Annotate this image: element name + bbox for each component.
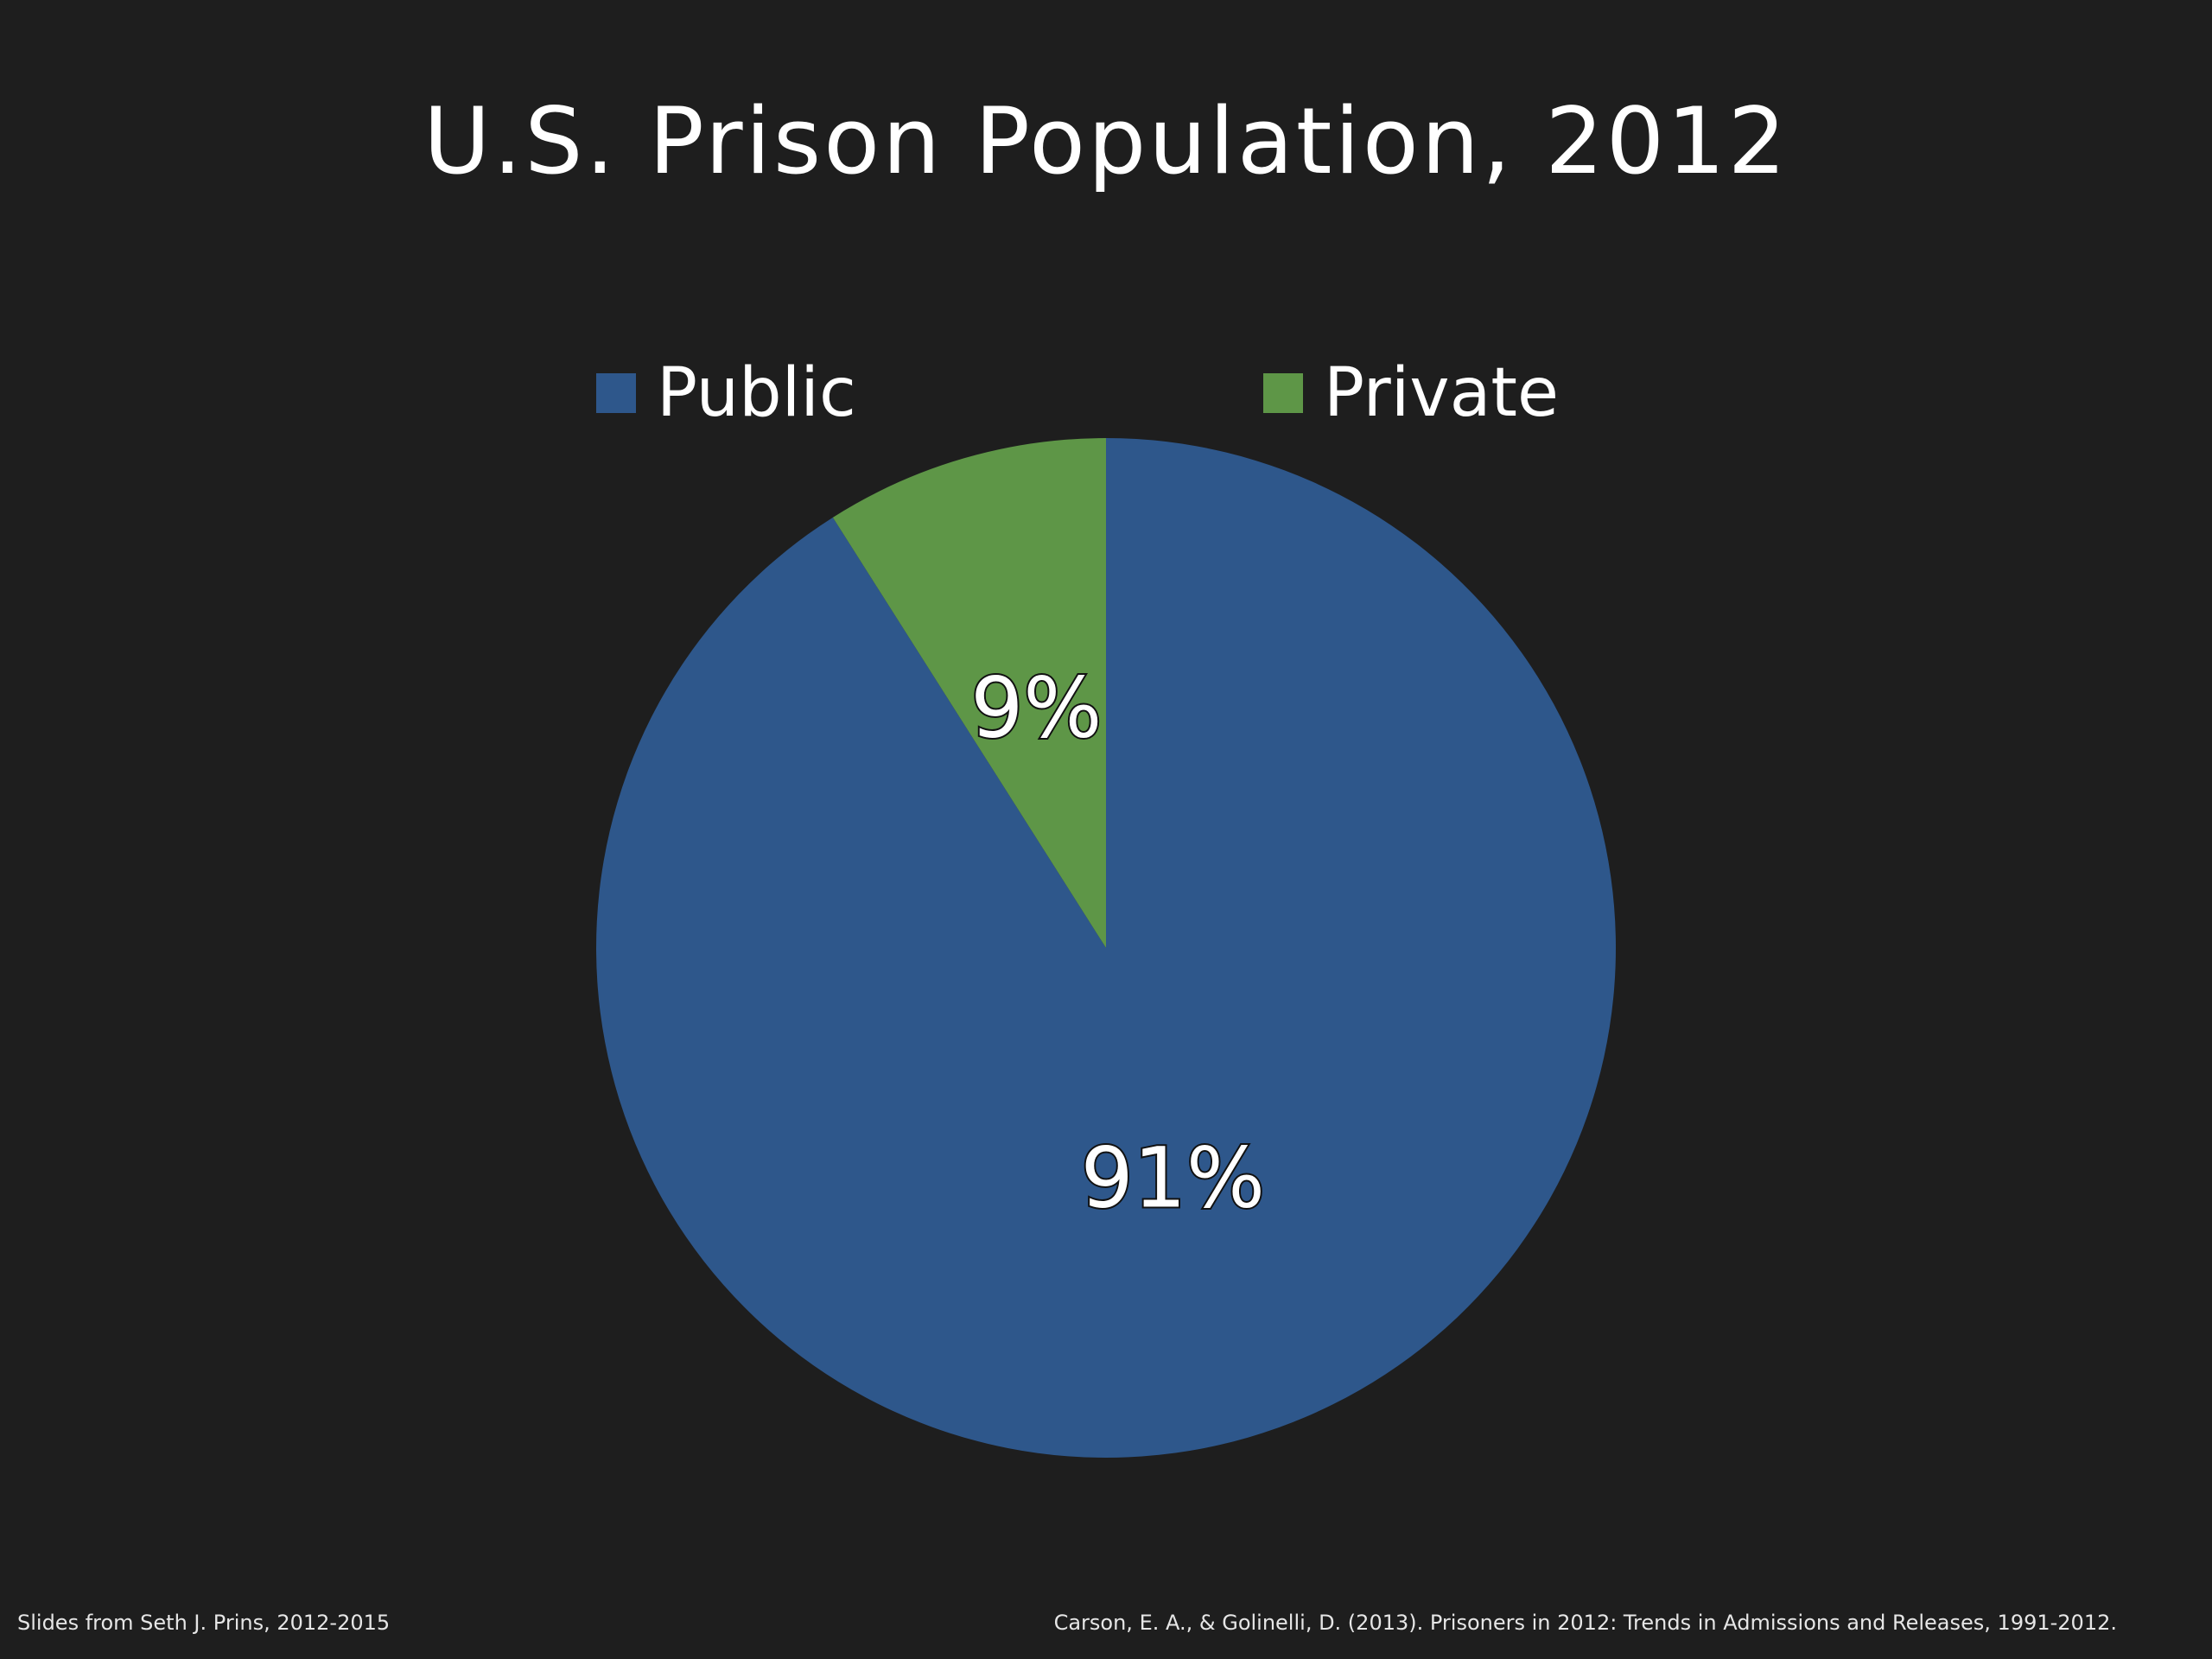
legend-swatch-public xyxy=(596,373,636,413)
legend-item-public: Public xyxy=(596,346,856,441)
legend-item-private: Private xyxy=(1263,346,1559,441)
legend-label-private: Private xyxy=(1324,354,1559,432)
legend-label-public: Public xyxy=(657,354,856,432)
footer-citation: Carson, E. A., & Golinelli, D. (2013). P… xyxy=(1053,1611,2117,1635)
footer-credit: Slides from Seth J. Prins, 2012-2015 xyxy=(17,1611,391,1635)
legend-swatch-private xyxy=(1263,373,1303,413)
pie-slice-private xyxy=(832,438,1106,948)
chart-legend: Public Private xyxy=(0,346,2212,441)
data-label-private: 9% xyxy=(970,659,1102,756)
data-label-public: 91% xyxy=(1081,1129,1265,1226)
page-title: U.S. Prison Population, 2012 xyxy=(423,88,1789,194)
